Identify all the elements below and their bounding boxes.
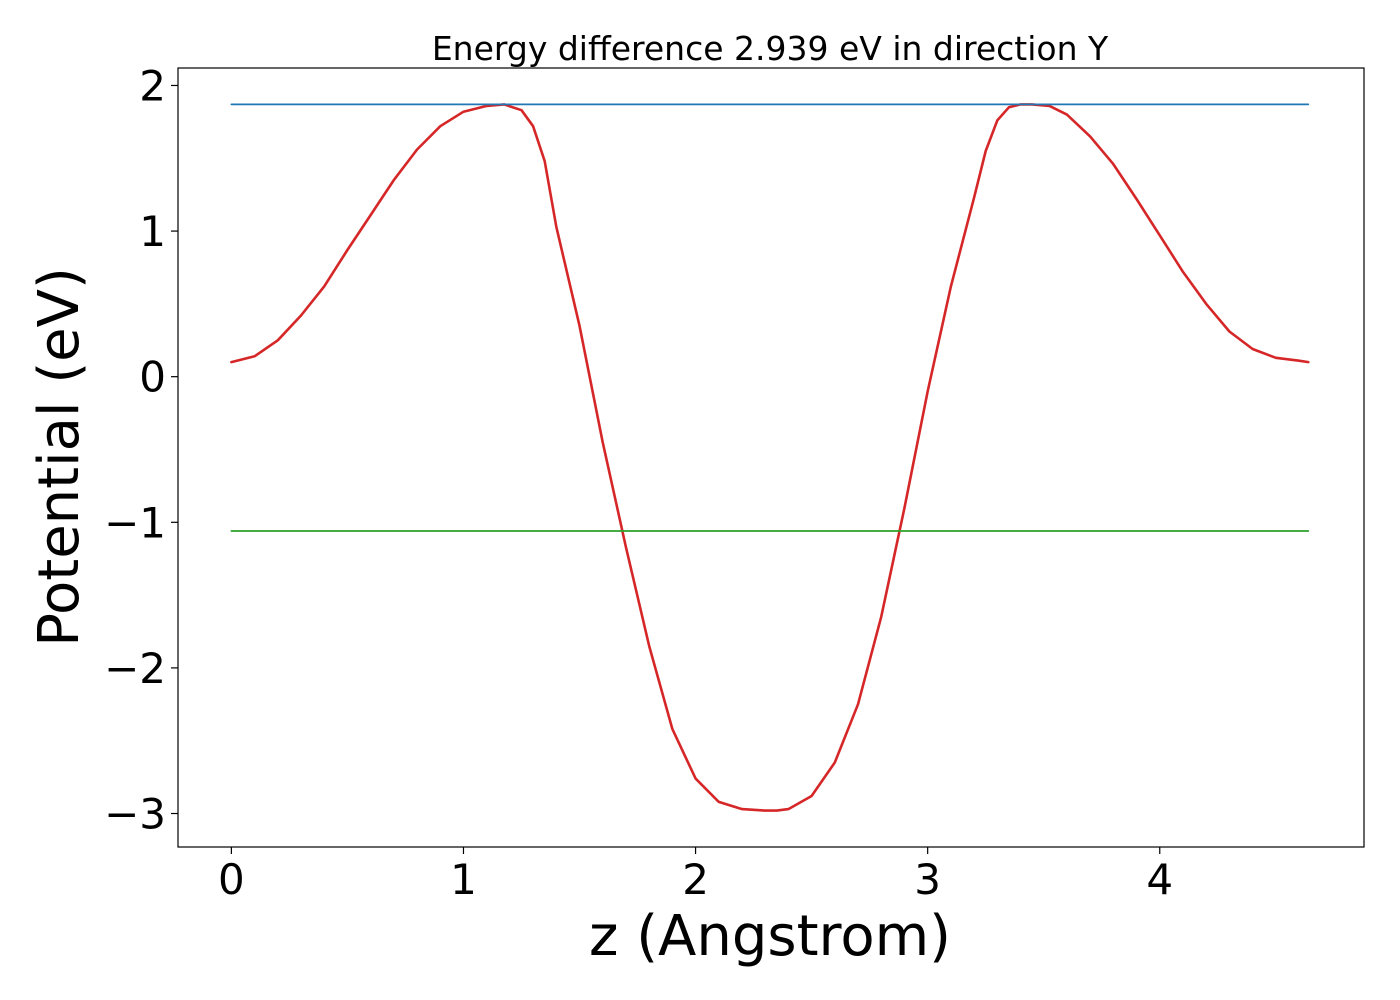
y-tick-label: −3 [104, 790, 166, 839]
y-axis: 2 1 0 −1 −2 −3 [104, 61, 178, 839]
x-tick-label: 3 [914, 855, 941, 904]
y-tick-label: −2 [104, 644, 166, 693]
y-axis-label: Potential (eV) [27, 267, 92, 647]
chart-title: Energy difference 2.939 eV in direction … [432, 29, 1109, 68]
y-tick-label: −1 [104, 498, 166, 547]
series-layer [230, 103, 1310, 812]
x-tick-label: 1 [450, 855, 477, 904]
x-axis-label: z (Angstrom) [589, 904, 951, 969]
x-tick-label: 4 [1146, 855, 1173, 904]
y-tick-label: 0 [139, 353, 166, 402]
axes-frame [177, 67, 1365, 848]
x-tick-label: 0 [218, 855, 245, 904]
x-axis: 0 1 2 3 4 [218, 847, 1173, 904]
potential-line [230, 103, 1310, 812]
y-tick-label: 2 [139, 61, 166, 110]
y-tick-label: 1 [139, 207, 166, 256]
x-tick-label: 2 [682, 855, 709, 904]
